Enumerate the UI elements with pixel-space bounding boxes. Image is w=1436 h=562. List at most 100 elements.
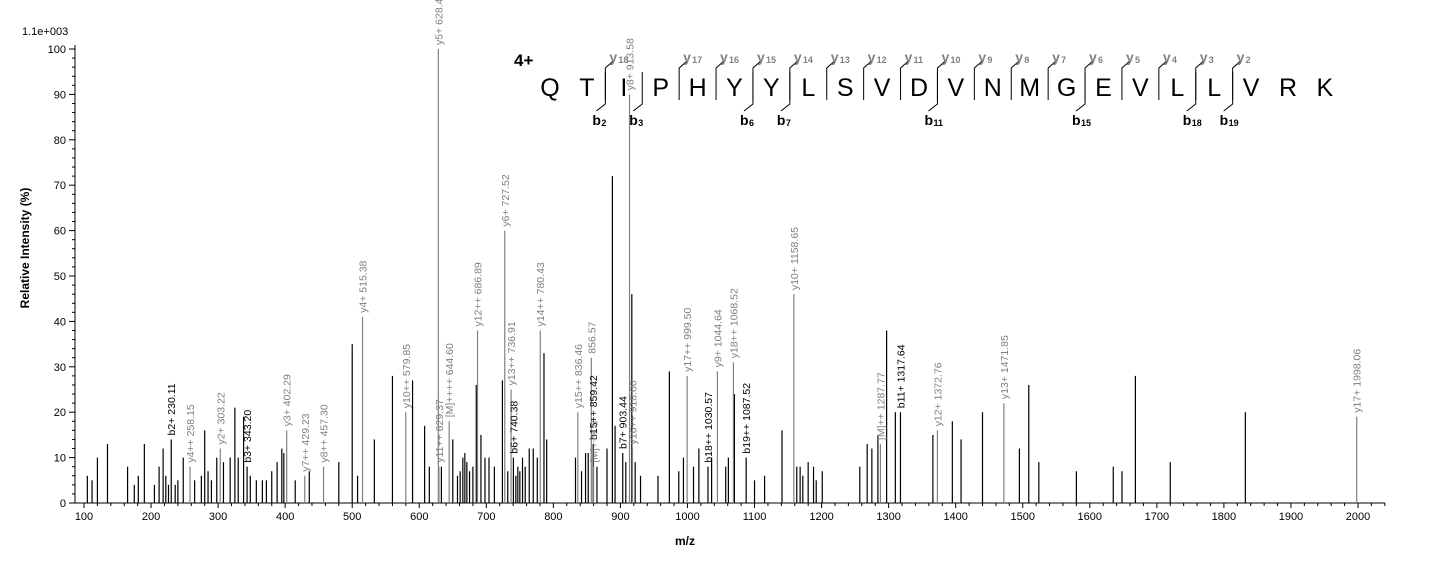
peak-label-y: y4+ 515.38 xyxy=(358,260,370,312)
y-tick-label: 70 xyxy=(54,180,66,192)
x-tick-label: 1900 xyxy=(1279,511,1303,523)
peak-label-y: y14++ 780.43 xyxy=(535,262,547,326)
b-ion-subscript: 7 xyxy=(786,118,791,128)
y-tick-label: 20 xyxy=(54,407,66,419)
y-ion-subscript: 2 xyxy=(1246,55,1251,65)
y-ion-bracket xyxy=(789,59,800,100)
y-tick-label: 100 xyxy=(48,44,66,56)
y-ion-subscript: 10 xyxy=(950,55,960,65)
y-ion-subscript: 9 xyxy=(987,55,992,65)
peak-labels: b2+ 230.11 y4++ 258.15 y2+ 303.22 b3+ 343.2… xyxy=(166,0,1363,472)
peak-label-precursor: [M]+++ 8 xyxy=(589,421,601,463)
b-ion-bracket xyxy=(1223,72,1234,112)
peak-label-b: b19++ 1087.52 xyxy=(741,383,753,454)
y-tick-label: 0 xyxy=(60,498,66,510)
x-tick-label: 800 xyxy=(544,511,562,523)
sequence-residue: V xyxy=(874,74,891,102)
peak-label-y: y17++ 999.50 xyxy=(682,307,694,371)
y-tick-label: 90 xyxy=(54,89,66,101)
sequence-residue: Y xyxy=(726,74,743,102)
y-ion-label: y xyxy=(1089,49,1097,65)
peak-label-y: y13++ 736.91 xyxy=(506,321,518,385)
sequence-residue: R xyxy=(1279,74,1297,102)
y-tick-label: 10 xyxy=(54,453,66,465)
b-ion-subscript: 18 xyxy=(1192,118,1202,128)
y-ion-bracket xyxy=(715,59,726,100)
sequence-residue: H xyxy=(689,74,707,102)
y-ion-label: y xyxy=(609,49,617,65)
peak-label-b: b2+ 230.11 xyxy=(166,383,178,435)
peak-label-y: y13+ 1471.85 xyxy=(999,335,1011,399)
b-ion-label: b xyxy=(1072,112,1081,128)
y-tick-label: 50 xyxy=(54,271,66,283)
y-ion-subscript: 11 xyxy=(914,55,924,65)
x-tick-label: 300 xyxy=(209,511,227,523)
y-ion-bracket xyxy=(1232,59,1242,100)
y-ion-label: y xyxy=(1237,49,1245,65)
y-ion-bracket xyxy=(1158,59,1169,100)
b-ion-subscript: 15 xyxy=(1081,118,1091,128)
sequence-residue: L xyxy=(1170,74,1184,102)
peak-label-b: b7+ 903.44 xyxy=(618,396,630,449)
y-ion-subscript: 13 xyxy=(840,55,850,65)
y-ion-bracket xyxy=(900,59,910,100)
sequence-residue: N xyxy=(984,74,1002,102)
y-axis-title: Relative Intensity (%) xyxy=(18,188,32,309)
x-tick-label: 900 xyxy=(611,511,629,523)
sequence-residue: M xyxy=(1019,74,1040,102)
y-ion-bracket xyxy=(752,59,763,100)
b-ion-subscript: 2 xyxy=(601,118,606,128)
y-ion-bracket xyxy=(973,59,984,100)
peak-label-y: y8+ 913.58 xyxy=(625,38,637,90)
peak-label-y: y10+ 1158.65 xyxy=(789,227,801,290)
peak-label-b: b11+ 1317.64 xyxy=(895,344,907,408)
peak-label-y: y6+ 727.52 xyxy=(500,174,512,226)
x-tick-label: 1600 xyxy=(1078,511,1102,523)
sequence-residue: D xyxy=(910,74,928,102)
x-tick-label: 1700 xyxy=(1145,511,1169,523)
sequence-residue: Y xyxy=(763,74,780,102)
b-ion-bracket xyxy=(632,72,643,112)
peak-label-y: y5+ 628.48 xyxy=(433,0,445,45)
y-ion-subscript: 16 xyxy=(729,55,739,65)
peak-label-y: y3+ 402.29 xyxy=(282,374,294,426)
peak-label-y: y15++ 836.46 xyxy=(573,344,585,408)
peak-label-y: y12+ 1372.76 xyxy=(932,362,944,426)
y-ion-label: y xyxy=(1052,49,1060,65)
peak-label-y: y17+ 1998.06 xyxy=(1352,349,1364,413)
sequence-residue: T xyxy=(579,74,594,102)
sequence-residue: L xyxy=(801,74,815,102)
sequence-residue: V xyxy=(1132,74,1149,102)
sequence-residue: I xyxy=(620,74,627,102)
b-ion-bracket xyxy=(743,72,754,112)
y-ion-bracket xyxy=(936,59,947,100)
y-ion-label: y xyxy=(868,49,876,65)
peak-label-y: y8++ 457.30 xyxy=(319,404,331,463)
y-ion-label: y xyxy=(683,49,691,65)
peaks xyxy=(86,49,1358,503)
sequence-residue: E xyxy=(1095,74,1112,102)
sequence-residue: L xyxy=(1207,74,1221,102)
x-tick-label: 1000 xyxy=(675,511,699,523)
x-tick-label: 1500 xyxy=(1010,511,1034,523)
b-ion-label: b xyxy=(629,112,638,128)
b-ion-bracket xyxy=(928,72,938,112)
b-ion-subscript: 11 xyxy=(933,118,943,128)
peak-label-precursor: [M]++ 1287.77 xyxy=(875,372,887,440)
x-axis-title: m/z xyxy=(675,534,695,548)
y-ion-subscript: 4 xyxy=(1172,55,1177,65)
y-ion-label: y xyxy=(757,49,765,65)
axes: 100 200 300 400 500 600 700 800 900 1000 1100 1200 1… xyxy=(48,44,1386,523)
y-tick-label: 80 xyxy=(54,135,66,147)
y-ion-label: y xyxy=(1126,49,1134,65)
b-ion-label: b xyxy=(1183,112,1192,128)
y-ion-subscript: 17 xyxy=(692,55,702,65)
peak-label-y: y4++ 258.15 xyxy=(185,404,197,463)
y-ion-label: y xyxy=(978,49,986,65)
y-ion-label: y xyxy=(1200,49,1208,65)
b-ion-label: b xyxy=(740,112,749,128)
y-ion-label: y xyxy=(831,49,839,65)
peptide-charge-label: 4+ xyxy=(514,51,533,70)
y-tick-label: 30 xyxy=(54,362,66,374)
peak-label-b: b6+ 740.38 xyxy=(508,401,520,454)
